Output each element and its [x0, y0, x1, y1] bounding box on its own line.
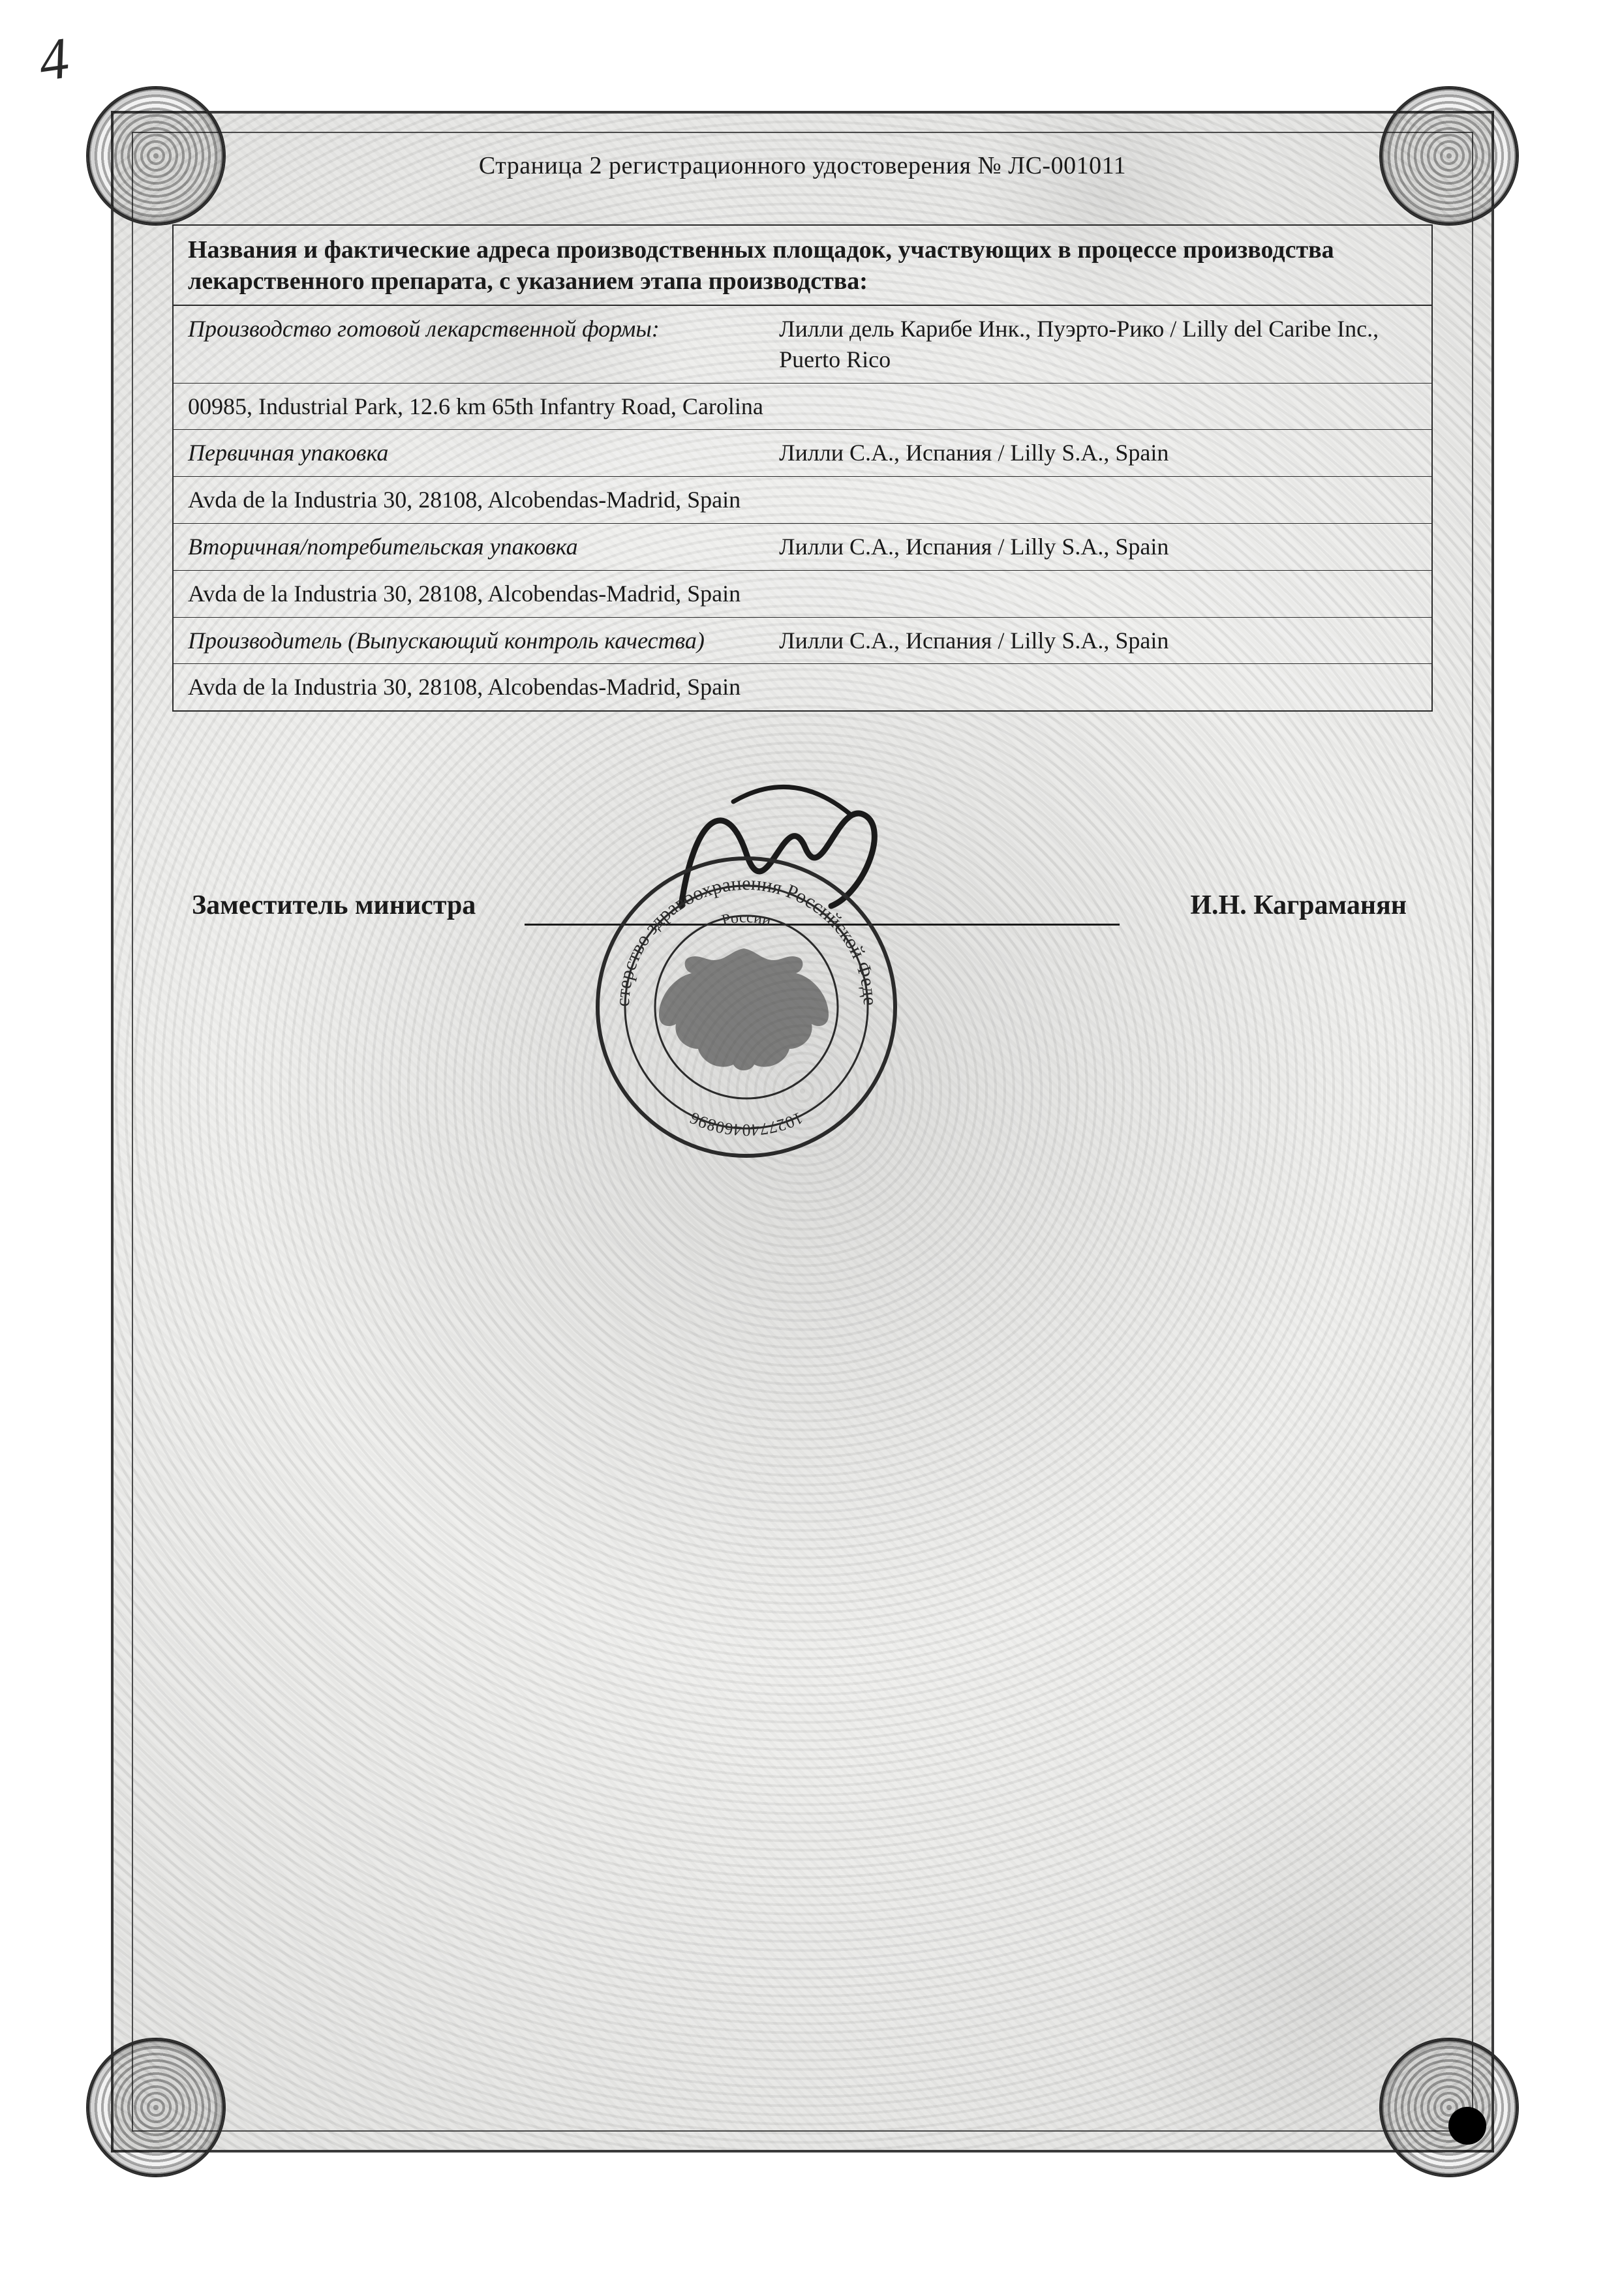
table-row: Avda de la Industria 30, 28108, Alcobend…: [174, 570, 1431, 617]
stage-label: Первичная упаковка: [188, 440, 388, 466]
table-row: Производитель (Выпускающий контроль каче…: [174, 617, 1431, 664]
address-cell: Avda de la Industria 30, 28108, Alcobend…: [174, 477, 1431, 524]
stage-label: Производитель (Выпускающий контроль каче…: [188, 627, 705, 654]
table-row: 00985, Industrial Park, 12.6 km 65th Inf…: [174, 383, 1431, 430]
table-row: Производство готовой лекарственной формы…: [174, 306, 1431, 383]
stage-label: Вторичная/потребительская упаковка: [188, 534, 578, 560]
handwritten-page-number: 4: [35, 24, 73, 95]
signatory-name: И.Н. Каграманян: [1190, 890, 1407, 921]
signature-area: Заместитель министра И.Н. Каграманян Мин…: [172, 772, 1433, 1138]
table-row: Первичная упаковка Лилли С.А., Испания / …: [174, 430, 1431, 477]
address-cell: Avda de la Industria 30, 28108, Alcobend…: [174, 664, 1431, 710]
table-row: Avda de la Industria 30, 28108, Alcobend…: [174, 664, 1431, 710]
section-title: Названия и фактические адреса производст…: [174, 226, 1431, 306]
certificate-frame: Страница 2 регистрационного удостоверени…: [111, 111, 1494, 2152]
manufacturer-cell: Лилли С.А., Испания / Lilly S.A., Spain: [765, 430, 1431, 477]
punch-hole-icon: [1448, 2107, 1486, 2145]
manufacturer-cell: Лилли дель Карибе Инк., Пуэрто-Рико / Li…: [765, 306, 1431, 383]
svg-text:1027740460896: 1027740460896: [687, 1108, 806, 1140]
seal-text-inner: России: [720, 909, 773, 929]
page-header: Страница 2 регистрационного удостоверени…: [153, 151, 1452, 180]
seal-text-numbers: 1027740460896: [687, 1108, 806, 1140]
stage-label-cell: Первичная упаковка: [174, 430, 765, 477]
official-seal-icon: Министерство здравоохранения Российской …: [590, 851, 903, 1164]
address-cell: Avda de la Industria 30, 28108, Alcobend…: [174, 570, 1431, 617]
stage-label-cell: Производитель (Выпускающий контроль каче…: [174, 617, 765, 664]
stage-label-cell: Вторичная/потребительская упаковка: [174, 523, 765, 570]
manufacturer-cell: Лилли С.А., Испания / Lilly S.A., Spain: [765, 523, 1431, 570]
signatory-role: Заместитель министра: [192, 890, 476, 921]
table-row: Вторичная/потребительская упаковка Лилли …: [174, 523, 1431, 570]
corner-rosette-icon: [1381, 2039, 1518, 2176]
manufacturers-table: Производство готовой лекарственной формы…: [174, 306, 1431, 710]
stage-label: Производство готовой лекарственной формы…: [188, 316, 660, 342]
address-cell: 00985, Industrial Park, 12.6 km 65th Inf…: [174, 383, 1431, 430]
corner-rosette-icon: [87, 2039, 224, 2176]
table-row: Avda de la Industria 30, 28108, Alcobend…: [174, 477, 1431, 524]
stage-label-cell: Производство готовой лекарственной формы…: [174, 306, 765, 383]
manufacturer-cell: Лилли С.А., Испания / Lilly S.A., Spain: [765, 617, 1431, 664]
svg-text:России: России: [720, 909, 773, 929]
manufacturers-panel: Названия и фактические адреса производст…: [172, 224, 1433, 712]
